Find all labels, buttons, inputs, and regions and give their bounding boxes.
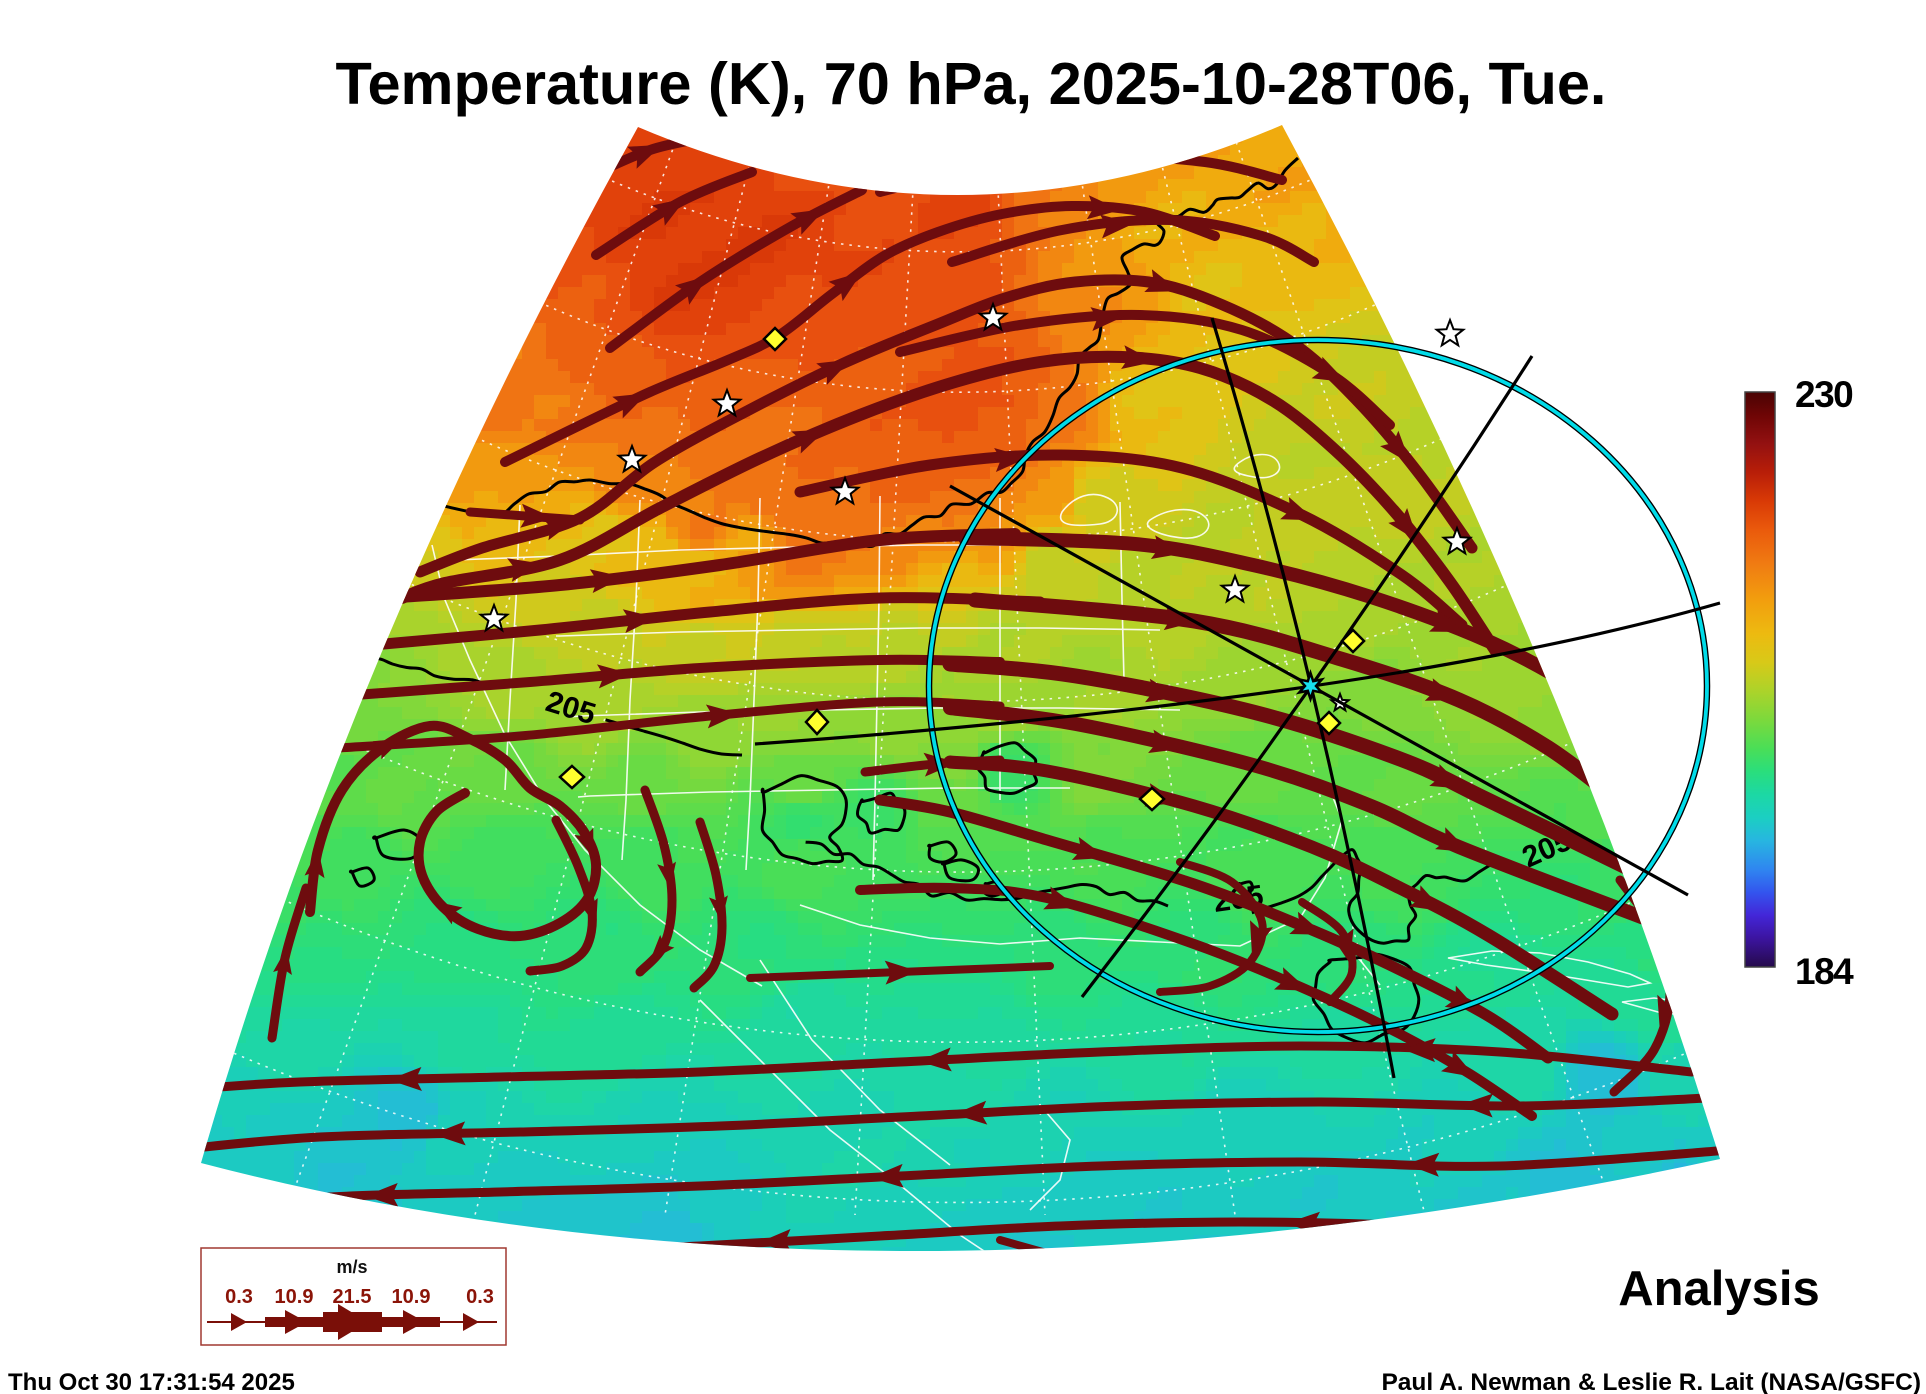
svg-text:10.9: 10.9 [392, 1286, 431, 1308]
svg-text:230: 230 [1795, 374, 1853, 415]
svg-text:Temperature (K), 70 hPa, 2025-: Temperature (K), 70 hPa, 2025-10-28T06, … [336, 50, 1607, 117]
svg-text:Paul A. Newman & Leslie R. Lai: Paul A. Newman & Leslie R. Lait (NASA/GS… [1381, 1369, 1921, 1394]
svg-text:184: 184 [1795, 951, 1854, 992]
svg-text:0.3: 0.3 [466, 1286, 494, 1308]
svg-text:Thu Oct 30 17:31:54 2025: Thu Oct 30 17:31:54 2025 [8, 1369, 295, 1394]
svg-text:0.3: 0.3 [225, 1286, 253, 1308]
svg-text:10.9: 10.9 [275, 1286, 314, 1308]
svg-text:m/s: m/s [336, 1257, 367, 1277]
svg-text:Analysis: Analysis [1618, 1262, 1820, 1316]
svg-text:21.5: 21.5 [333, 1286, 372, 1308]
